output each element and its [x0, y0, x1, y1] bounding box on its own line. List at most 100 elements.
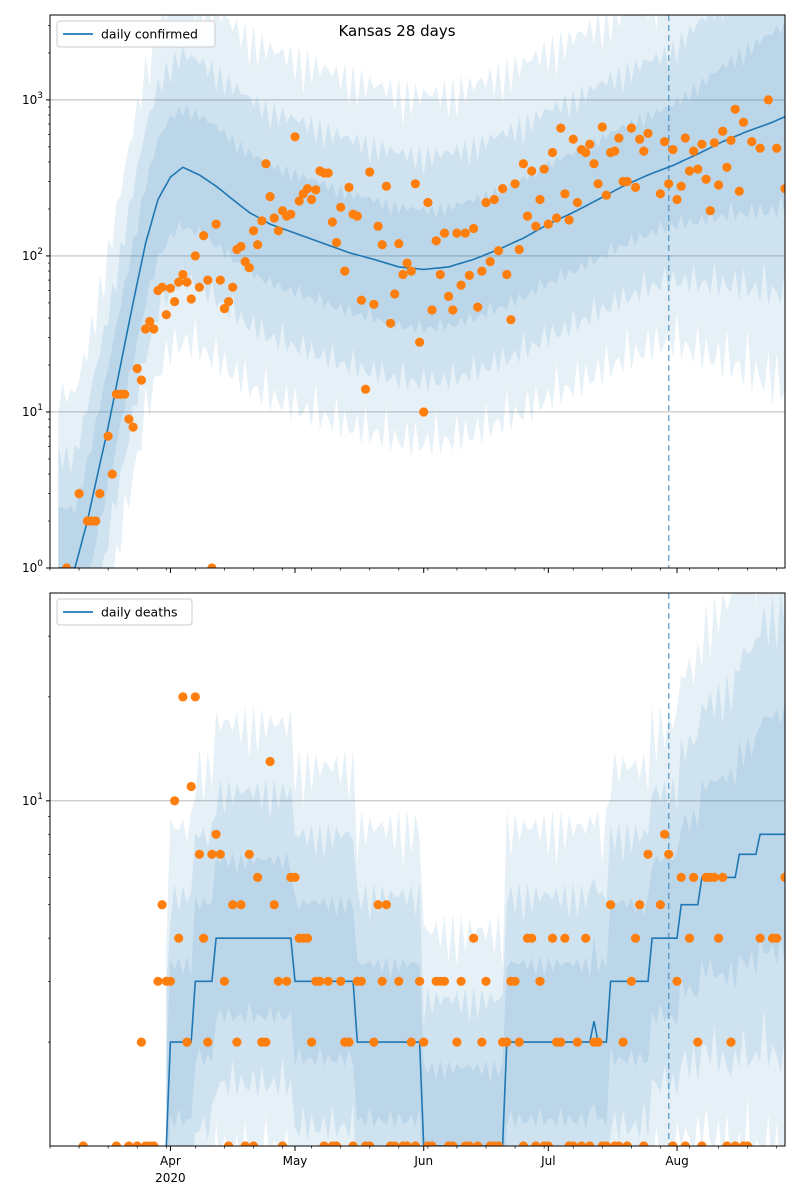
- observed-point: [601, 1141, 611, 1146]
- observed-point: [464, 1141, 474, 1146]
- observed-point: [199, 933, 209, 943]
- observed-point: [622, 176, 632, 187]
- observed-point: [635, 134, 645, 144]
- top-observed-points: [62, 95, 785, 568]
- x-tick-sublabel: 2020: [155, 1171, 186, 1185]
- observed-point: [763, 95, 774, 105]
- uncertainty-band: [58, 15, 785, 568]
- observed-point: [373, 221, 383, 231]
- observed-point: [543, 1141, 553, 1146]
- median-line: [58, 115, 785, 568]
- observed-point: [356, 295, 366, 305]
- observed-point: [415, 337, 425, 347]
- observed-point: [672, 194, 682, 205]
- observed-point: [410, 1141, 420, 1146]
- observed-point: [365, 1141, 375, 1146]
- observed-point: [448, 1141, 458, 1146]
- bottom-legend-label: daily deaths: [101, 605, 178, 620]
- observed-point: [165, 976, 175, 986]
- observed-point: [265, 192, 275, 202]
- observed-point: [755, 933, 765, 943]
- observed-point: [419, 407, 429, 417]
- observed-point: [336, 976, 346, 986]
- y-tick-label: 100: [22, 559, 43, 575]
- observed-point: [294, 196, 304, 206]
- bottom-uncertainty-bands: [166, 593, 785, 1146]
- observed-point: [489, 194, 499, 205]
- uncertainty-band: [166, 593, 785, 1146]
- observed-point: [556, 1037, 566, 1047]
- x-tick-label: Aug: [665, 1154, 688, 1168]
- observed-point: [236, 241, 246, 252]
- observed-point: [219, 304, 229, 314]
- observed-point: [224, 297, 234, 307]
- bottom-median-line: [165, 833, 785, 1146]
- observed-point: [726, 135, 736, 145]
- observed-point: [518, 1141, 528, 1146]
- observed-point: [668, 145, 678, 155]
- observed-point: [730, 104, 740, 114]
- observed-point: [510, 179, 520, 189]
- top-x-axis-ticks: [49, 568, 778, 573]
- observed-point: [178, 269, 188, 280]
- observed-point: [572, 197, 583, 208]
- observed-point: [394, 976, 404, 986]
- observed-point: [136, 1037, 146, 1047]
- observed-point: [331, 1141, 342, 1146]
- observed-point: [722, 162, 732, 172]
- observed-point: [531, 221, 541, 231]
- observed-point: [543, 219, 553, 229]
- observed-point: [419, 1037, 429, 1047]
- observed-point: [780, 872, 785, 882]
- observed-point: [244, 849, 254, 859]
- observed-point: [684, 933, 695, 943]
- observed-point: [622, 1141, 632, 1146]
- observed-point: [215, 275, 225, 285]
- observed-point: [381, 900, 391, 910]
- observed-point: [701, 174, 711, 184]
- observed-point: [78, 1141, 88, 1146]
- observed-point: [423, 197, 433, 208]
- observed-point: [734, 186, 744, 196]
- observed-point: [614, 133, 624, 143]
- bottom-legend-box: [56, 598, 193, 626]
- observed-point: [199, 231, 209, 241]
- observed-point: [689, 146, 699, 156]
- observed-point: [689, 872, 699, 883]
- observed-point: [406, 266, 416, 276]
- observed-point: [452, 228, 462, 238]
- observed-point: [514, 244, 524, 255]
- observed-point: [257, 216, 267, 226]
- observed-point: [157, 282, 167, 292]
- observed-point: [273, 226, 283, 236]
- observed-point: [547, 147, 558, 158]
- observed-point: [336, 202, 346, 212]
- observed-point: [435, 269, 445, 280]
- observed-point: [660, 829, 670, 839]
- observed-point: [394, 239, 404, 249]
- observed-point: [635, 900, 645, 910]
- observed-point: [780, 184, 785, 194]
- observed-point: [452, 1037, 462, 1047]
- observed-point: [381, 181, 391, 191]
- observed-point: [601, 190, 612, 200]
- observed-point: [211, 829, 221, 839]
- observed-point: [253, 872, 263, 883]
- observed-point: [406, 1037, 416, 1047]
- observed-point: [103, 431, 113, 441]
- observed-point: [743, 1141, 753, 1146]
- observed-point: [415, 976, 425, 986]
- observed-point: [203, 1037, 213, 1047]
- observed-point: [514, 1037, 524, 1047]
- observed-point: [560, 933, 570, 943]
- observed-point: [282, 976, 292, 986]
- observed-point: [215, 849, 225, 859]
- observed-point: [552, 213, 562, 223]
- observed-point: [535, 194, 545, 205]
- observed-point: [680, 1141, 690, 1146]
- observed-point: [323, 168, 333, 178]
- observed-point: [124, 414, 134, 424]
- observed-point: [456, 976, 466, 986]
- observed-point: [344, 1037, 354, 1047]
- observed-point: [228, 900, 238, 910]
